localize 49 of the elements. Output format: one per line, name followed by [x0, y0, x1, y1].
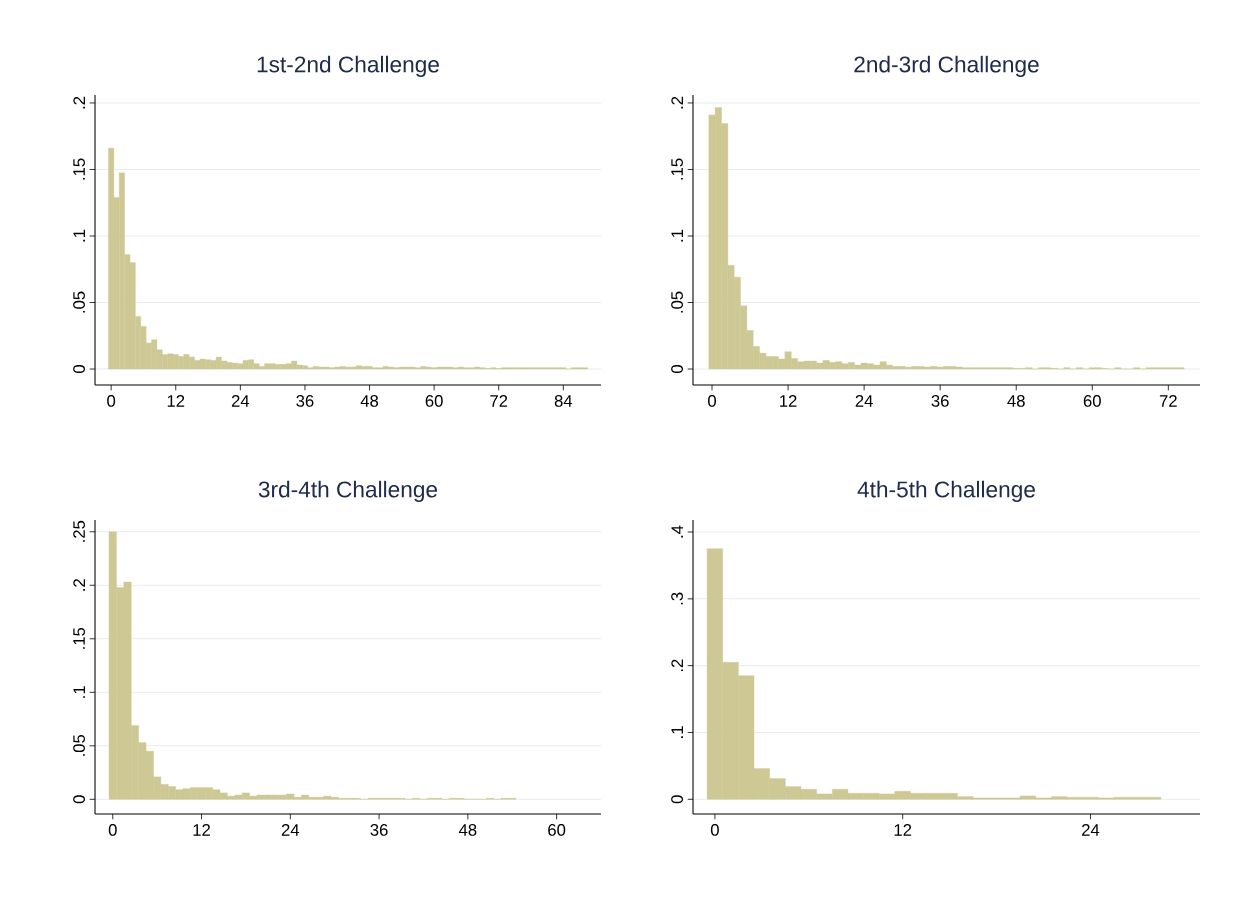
y-tick-label: .1: [671, 726, 683, 738]
y-tick-label: .05: [671, 291, 683, 313]
x-tick-label: 24: [855, 395, 873, 407]
y-tick-label: .1: [73, 229, 85, 242]
x-tick-label: 60: [425, 395, 443, 407]
y-tick-label: .15: [73, 627, 85, 649]
x-tick-label: 0: [708, 395, 716, 407]
y-tick-label: .1: [671, 229, 683, 242]
y-tick-label: .2: [671, 96, 683, 109]
chart-title: 1st-2nd Challenge: [257, 55, 439, 77]
y-tick-label: 0: [73, 365, 85, 374]
x-tick-label: 36: [931, 395, 949, 407]
y-tick-label: .2: [671, 659, 683, 672]
y-tick-label: .4: [671, 525, 683, 538]
x-tick-label: 72: [1159, 395, 1177, 407]
x-tick-label: 12: [894, 824, 912, 836]
x-tick-label: 24: [281, 824, 300, 836]
chart-title: 3rd-4th Challenge: [258, 480, 438, 502]
y-tick-label: .15: [671, 158, 683, 180]
x-tick-label: 0: [710, 824, 719, 836]
x-tick-label: 48: [458, 824, 477, 836]
x-tick-label: 48: [1007, 395, 1025, 407]
y-tick-label: 0: [671, 365, 683, 374]
y-tick-label: 0: [671, 795, 683, 804]
chart-title: 2nd-3rd Challenge: [854, 55, 1039, 77]
x-tick-label: 0: [107, 395, 116, 407]
chart-title: 4th-5th Challenge: [857, 480, 1035, 502]
y-tick-label: 0: [73, 795, 85, 804]
y-tick-label: .05: [73, 734, 85, 756]
x-tick-label: 0: [108, 824, 117, 836]
x-tick-label: 36: [296, 395, 314, 407]
x-tick-label: 60: [1083, 395, 1101, 407]
y-tick-label: .2: [73, 96, 85, 109]
y-tick-label: .3: [671, 592, 683, 605]
x-tick-label: 84: [554, 395, 573, 407]
y-tick-label: .15: [73, 158, 85, 180]
x-tick-label: 12: [193, 824, 210, 836]
y-tick-label: .05: [73, 291, 85, 313]
x-tick-label: 12: [167, 395, 185, 407]
x-tick-label: 24: [1082, 824, 1100, 836]
x-tick-label: 24: [231, 395, 250, 407]
y-tick-label: .25: [73, 520, 85, 542]
y-tick-label: .1: [73, 686, 85, 698]
x-tick-label: 36: [370, 824, 388, 836]
x-tick-label: 72: [490, 395, 508, 407]
x-tick-label: 60: [548, 824, 566, 836]
y-tick-label: .2: [73, 579, 85, 591]
x-tick-label: 48: [360, 395, 379, 407]
x-tick-label: 12: [780, 395, 797, 407]
